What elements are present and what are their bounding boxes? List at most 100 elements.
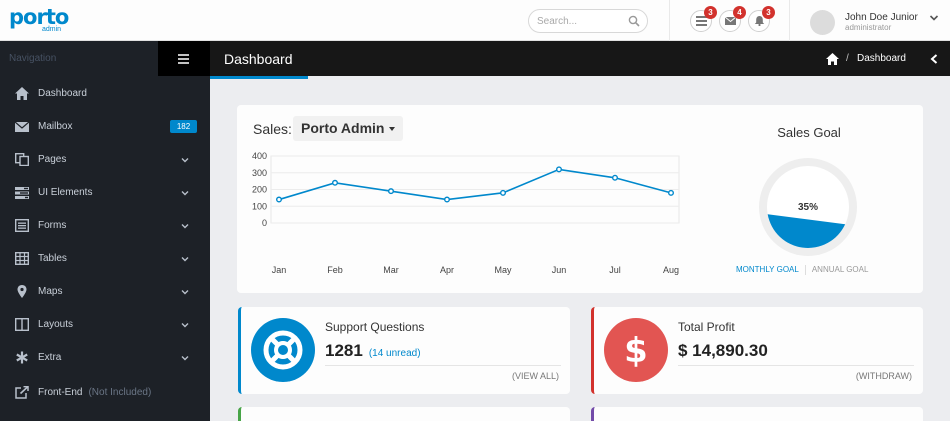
sidebar-item-layouts[interactable]: Layouts xyxy=(0,308,210,341)
chevron-down-icon xyxy=(181,323,189,328)
life-ring-icon xyxy=(263,330,303,370)
sidebar-item-extra[interactable]: Extra xyxy=(0,341,210,374)
envelope-icon xyxy=(725,16,736,25)
chevron-down-icon[interactable] xyxy=(929,13,939,23)
data-point xyxy=(500,189,507,196)
home-icon[interactable] xyxy=(826,53,839,65)
widget-value: 1281 (14 unread) xyxy=(325,341,421,361)
map-marker-icon xyxy=(17,285,27,298)
sidebar-item-label: Pages xyxy=(38,154,67,165)
sidebar-item-label: UI Elements xyxy=(38,187,93,198)
chevron-down-icon xyxy=(181,257,189,262)
sales-card: Sales: Porto Admin 0 100 200 300 400 Jan Feb Ma… xyxy=(237,105,923,293)
chevron-left-icon[interactable] xyxy=(930,54,938,64)
x-tick-label: Apr xyxy=(440,265,454,275)
sidebar-item-forms[interactable]: Forms xyxy=(0,209,210,242)
chevron-down-icon xyxy=(181,224,189,229)
page-title-underline xyxy=(210,76,308,79)
widget-card-partial xyxy=(591,407,923,421)
sidebar-toggle-button[interactable] xyxy=(158,41,210,76)
view-all-link[interactable]: (VIEW ALL) xyxy=(511,371,559,381)
x-tick-label: Jun xyxy=(552,265,567,275)
tasks-icon xyxy=(15,187,29,199)
tasks-icon xyxy=(696,16,707,26)
withdraw-link[interactable]: (WITHDRAW) xyxy=(855,371,912,381)
total-profit-widget: $ Total Profit $ 14,890.30 (WITHDRAW) xyxy=(591,307,923,394)
list-alt-icon xyxy=(15,219,29,232)
x-tick-label: Mar xyxy=(383,265,399,275)
goal-tabs: MONTHLY GOAL ANNUAL GOAL xyxy=(736,265,868,275)
sidebar-item-front-end[interactable]: Front-End (Not Included) xyxy=(0,376,210,409)
sidebar-heading: Navigation xyxy=(0,41,158,76)
sidebar-item-label: Extra xyxy=(38,352,62,363)
external-link-icon xyxy=(15,386,29,399)
sales-line-chart: 0 100 200 300 400 Jan Feb Mar Apr May Jun Jul Aug xyxy=(252,151,680,275)
sidebar-item-tables[interactable]: Tables xyxy=(0,242,210,275)
top-header: porto admin 3 4 xyxy=(0,0,950,41)
breadcrumb[interactable]: Dashboard xyxy=(857,53,906,64)
messages-notification-button[interactable]: 4 xyxy=(719,6,746,32)
widget-icon-circle xyxy=(251,318,315,382)
chevron-down-icon xyxy=(181,290,189,295)
x-tick-label: Jul xyxy=(609,265,621,275)
widget-icon-circle: $ xyxy=(604,318,668,382)
sales-dropdown-value: Porto Admin xyxy=(301,120,385,136)
alerts-notification-button[interactable]: 3 xyxy=(748,6,775,32)
sidebar: Navigation Dashboard Mailbox 182 Pages xyxy=(0,41,210,421)
user-name[interactable]: John Doe Junior xyxy=(845,12,918,23)
tab-annual-goal[interactable]: ANNUAL GOAL xyxy=(811,265,869,275)
widget-value-number: 1281 xyxy=(325,341,363,360)
data-point xyxy=(668,189,675,196)
logo-tagline: admin xyxy=(42,26,62,33)
avatar[interactable] xyxy=(810,10,835,35)
sales-dropdown[interactable]: Porto Admin xyxy=(293,116,404,141)
widget-divider xyxy=(325,365,561,366)
y-tick-label: 0 xyxy=(262,218,267,228)
svg-text:$: $ xyxy=(624,331,648,371)
sidebar-item-label: Forms xyxy=(38,220,67,231)
dollar-icon: $ xyxy=(624,331,648,371)
bell-icon xyxy=(754,16,765,26)
sidebar-item-label: Layouts xyxy=(38,319,74,330)
sidebar-item-label: Tables xyxy=(38,253,67,264)
sidebar-item-maps[interactable]: Maps xyxy=(0,275,210,308)
y-tick-label: 200 xyxy=(252,185,267,195)
widget-value: $ 14,890.30 xyxy=(678,341,768,360)
tasks-notification-button[interactable]: 3 xyxy=(690,6,717,32)
chevron-down-icon xyxy=(181,158,189,163)
unread-count-link[interactable]: (14 unread) xyxy=(368,348,421,359)
x-tick-label: Jan xyxy=(272,265,287,275)
sidebar-item-label: Dashboard xyxy=(38,88,87,99)
sidebar-item-ui-elements[interactable]: UI Elements xyxy=(0,176,210,209)
sidebar-item-label: Front-End (Not Included) xyxy=(38,387,151,398)
tab-divider xyxy=(804,265,806,275)
page-header: Dashboard / Dashboard xyxy=(210,41,950,79)
sales-goal-gauge: 35% xyxy=(759,158,857,256)
notification-count: 3 xyxy=(762,6,775,19)
x-tick-label: Feb xyxy=(327,265,343,275)
logo-word: porto xyxy=(9,5,69,29)
widget-card-partial xyxy=(238,407,570,421)
tab-monthly-goal[interactable]: MONTHLY GOAL xyxy=(736,265,799,275)
gauge-fill xyxy=(767,214,846,248)
sidebar-item-pages[interactable]: Pages xyxy=(0,143,210,176)
copy-icon xyxy=(15,153,29,166)
search-icon[interactable] xyxy=(628,15,640,27)
widget-title: Total Profit xyxy=(678,320,735,334)
x-tick-label: May xyxy=(494,265,512,275)
brand-logo[interactable]: porto admin xyxy=(9,5,69,34)
columns-icon xyxy=(15,318,29,331)
data-point xyxy=(556,166,563,173)
asterisk-icon xyxy=(16,351,28,364)
x-tick-label: Aug xyxy=(663,265,679,275)
widget-title: Support Questions xyxy=(325,320,425,334)
y-tick-label: 100 xyxy=(252,201,267,211)
caret-down-icon xyxy=(389,127,396,132)
sidebar-item-dashboard[interactable]: Dashboard xyxy=(0,77,210,110)
y-tick-label: 400 xyxy=(252,151,267,161)
sidebar-item-mailbox[interactable]: Mailbox 182 xyxy=(0,110,210,143)
sidebar-item-note: (Not Included) xyxy=(88,387,152,398)
chevron-down-icon xyxy=(181,356,189,361)
search-input[interactable] xyxy=(537,13,627,29)
